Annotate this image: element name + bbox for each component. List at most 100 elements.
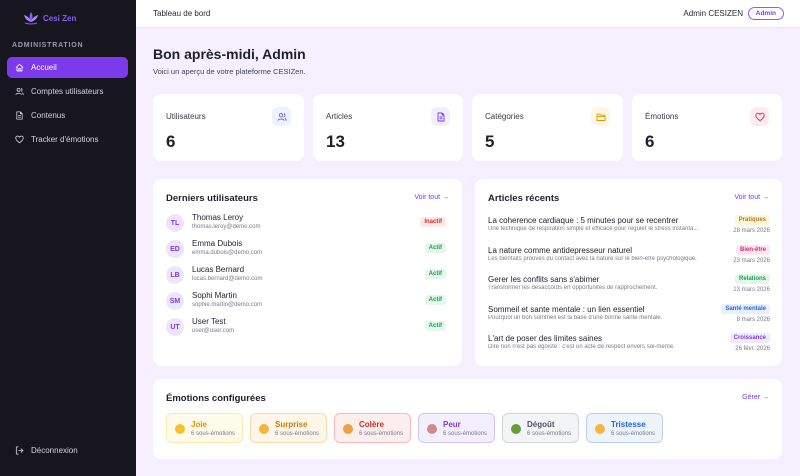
status-badge: Actif [424, 243, 446, 253]
emotion-chip[interactable]: Peur 6 sous-émotions [418, 413, 495, 443]
sidebar-item-contenus[interactable]: Contenus [7, 105, 128, 126]
status-badge: Actif [424, 269, 446, 279]
emotion-chip[interactable]: Tristesse 6 sous-émotions [586, 413, 663, 443]
article-row[interactable]: La nature comme antidepresseur naturel Le… [488, 244, 770, 271]
emoji-face-icon [427, 424, 437, 434]
article-date: 8 mars 2026 [736, 316, 770, 323]
emotion-name: Surprise [275, 420, 308, 429]
user-name: Thomas Leroy [192, 213, 244, 222]
avatar: UT [166, 318, 184, 336]
emotion-chip[interactable]: Dégoût 6 sous-émotions [502, 413, 579, 443]
recent-users-card: Derniers utilisateurs Voir tout → TL Thom… [153, 179, 462, 366]
user-name: Lucas Bernard [192, 265, 245, 274]
emotion-sub-count: 6 sous-émotions [359, 431, 404, 437]
breadcrumb: Tableau de bord [153, 9, 211, 18]
category-badge: Bien-être [735, 244, 770, 255]
role-badge[interactable]: Admin [747, 7, 784, 20]
emotions-card: Émotions configurées Gérer → Joie 6 sous-… [153, 379, 782, 459]
recent-articles-card: Articles récents Voir tout → La coherenc… [475, 179, 782, 366]
app-logo[interactable]: Cesi Zen [23, 11, 76, 25]
avatar: ED [166, 240, 184, 258]
stat-value: 6 [166, 132, 176, 151]
users-icon [277, 112, 287, 121]
emotion-name: Dégoût [527, 420, 555, 429]
article-title: L'art de poser des limites saines [488, 334, 603, 343]
user-name: User Test [192, 317, 226, 326]
user-row[interactable]: ED Emma Dubois emma.dubois@demo.com Actif [166, 237, 446, 261]
emotion-chip[interactable]: Colère 6 sous-émotions [334, 413, 411, 443]
emoji-face-icon [343, 424, 353, 434]
stat-label: Utilisateurs [166, 112, 206, 121]
article-row[interactable]: Sommeil et sante mentale : un lien essen… [488, 303, 770, 330]
status-badge: Actif [424, 295, 446, 305]
sidebar-item-label: Contenus [31, 111, 66, 120]
stat-icon-box [750, 107, 769, 126]
emotion-chip[interactable]: Joie 6 sous-émotions [166, 413, 243, 443]
stat-label: Articles [326, 112, 353, 121]
stat-card-categories[interactable]: Catégories 5 [472, 94, 623, 161]
user-row[interactable]: SM Sophi Martin sophie.martin@demo.com Acti… [166, 289, 446, 313]
topbar: Tableau de bord Admin CESIZEN Admin [136, 0, 800, 28]
card-title: Émotions configurées [166, 393, 266, 404]
emotion-name: Joie [191, 420, 208, 429]
article-row[interactable]: La coherence cardiaque : 5 minutes pour … [488, 215, 770, 241]
stat-icon-box [431, 107, 450, 126]
sidebar-item-accueil[interactable]: Accueil [7, 57, 128, 78]
emotion-name: Peur [443, 420, 461, 429]
logout-label: Déconnexion [31, 446, 78, 455]
article-title: La nature comme antidepresseur naturel [488, 245, 633, 255]
stat-card-articles[interactable]: Articles 13 [313, 94, 463, 161]
article-description: Dire non n'est pas egoiste : c'est un ac… [488, 344, 675, 350]
stat-card-utilisateurs[interactable]: Utilisateurs 6 [153, 94, 304, 161]
stat-value: 6 [645, 132, 655, 151]
user-email: lucas.bernard@demo.com [192, 276, 263, 282]
card-title: Articles récents [488, 193, 560, 204]
category-badge: Santé mentale [721, 303, 770, 314]
sidebar: Cesi Zen ADMINISTRATION Accueil Comptes … [0, 0, 136, 476]
user-email: emma.dubois@demo.com [192, 250, 263, 256]
sidebar-item-label: Tracker d'émotions [31, 135, 99, 144]
sidebar-nav: Accueil Comptes utilisateurs Contenus Tr… [7, 57, 128, 153]
sidebar-item-label: Accueil [31, 63, 57, 72]
sidebar-item-label: Comptes utilisateurs [31, 87, 104, 96]
status-badge: Actif [424, 321, 446, 331]
article-row[interactable]: Gerer les conflits sans s'abimer Transfor… [488, 274, 770, 300]
emoji-face-icon [259, 424, 269, 434]
stat-icon-box [272, 107, 291, 126]
manage-emotions-link[interactable]: Gérer → [742, 394, 769, 401]
logout-button[interactable]: Déconnexion [15, 446, 78, 455]
user-email: thomas.leroy@demo.com [192, 224, 261, 230]
article-title: Gerer les conflits sans s'abimer [488, 275, 600, 284]
sidebar-section-label: ADMINISTRATION [12, 42, 84, 49]
current-user-name: Admin CESIZEN [683, 9, 743, 18]
heart-icon [754, 112, 765, 121]
emoji-face-icon [175, 424, 185, 434]
user-row[interactable]: UT User Test user@user.com Actif [166, 315, 446, 339]
user-email: sophie.martin@demo.com [192, 302, 263, 308]
stat-icon-box [591, 107, 610, 126]
user-row[interactable]: LB Lucas Bernard lucas.bernard@demo.com Act… [166, 263, 446, 287]
stat-value: 13 [326, 132, 345, 151]
article-date: 23 mars 2026 [733, 257, 770, 264]
article-date: 13 mars 2026 [733, 287, 770, 293]
user-row[interactable]: TL Thomas Leroy thomas.leroy@demo.com Inact… [166, 211, 446, 235]
article-date: 28 mars 2026 [733, 228, 770, 234]
article-row[interactable]: L'art de poser des limites saines Dire no… [488, 333, 770, 359]
emotion-chip[interactable]: Surprise 6 sous-émotions [250, 413, 327, 443]
see-all-articles-link[interactable]: Voir tout → [734, 194, 769, 201]
see-all-users-link[interactable]: Voir tout → [414, 194, 449, 201]
stat-card-emotions[interactable]: Émotions 6 [632, 94, 782, 161]
sidebar-item-comptes-utilisateurs[interactable]: Comptes utilisateurs [7, 81, 128, 102]
page-title: Bon après-midi, Admin [153, 46, 306, 62]
category-badge: Pratiques [734, 215, 770, 225]
emotion-sub-count: 6 sous-émotions [611, 431, 656, 437]
article-title: La coherence cardiaque : 5 minutes pour … [488, 216, 679, 225]
emotion-sub-count: 6 sous-émotions [275, 431, 320, 437]
logout-icon [15, 446, 24, 455]
home-icon [15, 63, 24, 72]
user-email: user@user.com [192, 328, 235, 334]
article-description: Les bienfaits prouves du contact avec la… [488, 255, 697, 262]
heart-icon [15, 135, 24, 144]
emotion-sub-count: 6 sous-émotions [443, 431, 488, 437]
sidebar-item-tracker-emotions[interactable]: Tracker d'émotions [7, 129, 128, 150]
